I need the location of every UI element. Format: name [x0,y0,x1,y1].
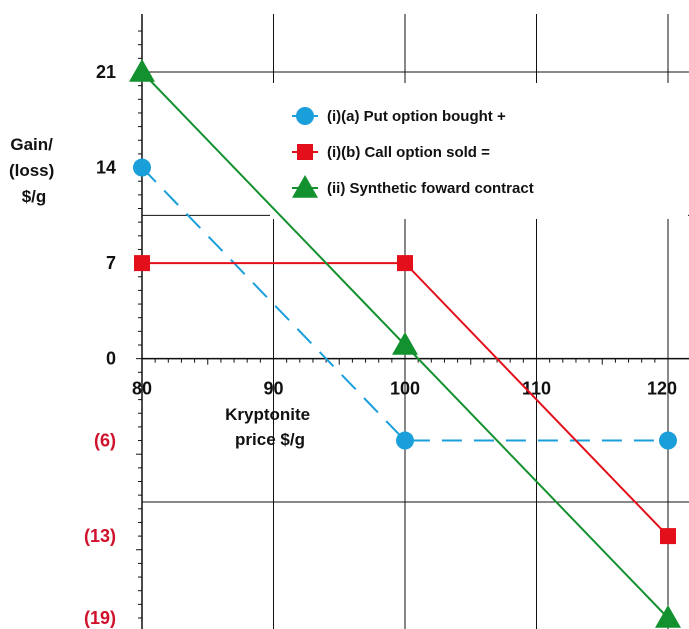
legend-label: (i)(a) Put option bought + [327,108,506,125]
legend-swatch-marker [297,144,313,160]
series [129,59,681,628]
y-tick-label: (19) [84,608,116,628]
y-tick-label: 7 [106,253,116,273]
x-axis-title: Kryptonite price $/g [225,405,315,449]
legend: (i)(a) Put option bought + (i)(b) Call op… [270,83,688,219]
y-tick-label: (13) [84,526,116,546]
legend-label: (i)(b) Call option sold = [327,144,490,161]
series-2 [134,255,676,545]
data-point-circle [133,158,151,177]
data-point-square [660,528,676,545]
y-tick-label: 0 [106,349,116,369]
y-axis-title: Gain/ (loss) $/g [9,135,59,206]
legend-entry: (i)(a) Put option bought + [292,107,506,125]
y-tick-label: 21 [96,62,116,82]
series-1 [133,158,677,450]
x-tick-label: 90 [263,379,283,399]
x-axis-title-line-2: price $/g [235,430,305,449]
legend-swatch-marker [296,107,314,125]
x-tick-label: 80 [132,379,152,399]
y-axis-title-line-2: (loss) [9,161,54,180]
y-tick-label: 14 [96,158,116,178]
legend-box [270,83,688,219]
legend-entry: (i)(b) Call option sold = [292,144,490,161]
data-point-square [134,255,150,272]
series-3 [129,59,681,628]
x-axis-title-line-1: Kryptonite [225,405,310,424]
legend-entry: (ii) Synthetic foward contract [292,175,534,198]
data-point-circle [396,431,414,450]
data-point-triangle [129,59,155,82]
y-tick-label: (6) [94,431,116,451]
data-point-circle [659,431,677,450]
data-point-triangle [655,605,681,628]
data-point-square [397,255,413,272]
x-tick-label: 120 [647,379,677,399]
x-tick-label: 110 [522,379,551,399]
axes [136,14,689,629]
y-axis-title-line-3: $/g [22,187,47,206]
data-point-triangle [392,332,418,355]
tick-labels: 21 14 7 0 (6) (13) (19) 80 90 100 110 120 [84,62,677,628]
x-tick-label: 100 [390,379,420,399]
y-axis-title-line-1: Gain/ [10,135,53,154]
legend-swatch-marker [292,175,318,198]
series-line [141,166,668,442]
legend-label: (ii) Synthetic foward contract [327,180,534,197]
